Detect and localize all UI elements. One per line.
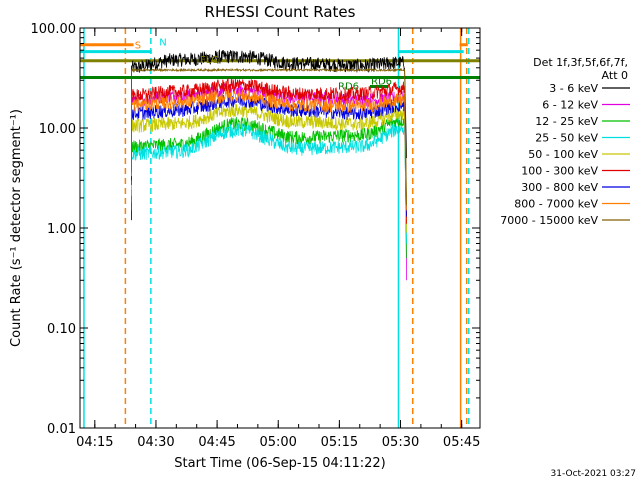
x-tick-label-4: 05:15 bbox=[321, 435, 358, 450]
legend-label-7: 800 - 7000 keV bbox=[514, 198, 598, 211]
legend-label-8: 7000 - 15000 keV bbox=[500, 214, 598, 227]
legend-header-0: Det 1f,3f,5f,6f,7f, bbox=[533, 56, 628, 69]
chart-title: RHESSI Count Rates bbox=[205, 3, 356, 21]
annotation-label-4: FLC bbox=[200, 55, 218, 66]
legend-label-6: 300 - 800 keV bbox=[521, 181, 598, 194]
annotation-label-1: N bbox=[159, 38, 166, 49]
legend-label-0: 3 - 6 keV bbox=[549, 82, 598, 95]
legend-header-1: Att 0 bbox=[602, 69, 628, 82]
plot-frame bbox=[79, 27, 481, 429]
annotation-label-5: RD6 bbox=[338, 81, 359, 92]
x-tick-label-3: 05:00 bbox=[259, 435, 296, 450]
x-tick-label-1: 04:30 bbox=[137, 435, 174, 450]
series-line-100-to-300keV bbox=[131, 78, 407, 224]
series-line-50-to-100keV bbox=[131, 103, 407, 233]
y-tick-label-2: 1.00 bbox=[47, 222, 76, 237]
x-tick-label-2: 04:45 bbox=[198, 435, 235, 450]
series-line-800-to-7000keV bbox=[131, 89, 407, 211]
y-tick-label-3: 10.00 bbox=[39, 122, 76, 137]
footer-date: 31-Oct-2021 03:27 bbox=[551, 469, 636, 479]
series-line-25-to-50keV bbox=[131, 122, 407, 244]
x-tick-label-6: 05:45 bbox=[443, 435, 480, 450]
legend-label-5: 100 - 300 keV bbox=[521, 165, 598, 178]
x-axis-label: Start Time (06-Sep-15 04:11:22) bbox=[174, 456, 385, 471]
x-tick-label-0: 04:15 bbox=[76, 435, 113, 450]
series-line-12-to-25keV bbox=[131, 114, 407, 259]
y-tick-label-0: 0.01 bbox=[47, 422, 76, 437]
legend-label-1: 6 - 12 keV bbox=[542, 99, 598, 112]
legend-label-2: 12 - 25 keV bbox=[535, 115, 598, 128]
legend-label-3: 25 - 50 keV bbox=[535, 132, 598, 145]
series-line-7000-to-15000keV bbox=[131, 67, 407, 206]
x-tick-label-5: 05:30 bbox=[382, 435, 419, 450]
y-tick-label-1: 0.10 bbox=[47, 322, 76, 337]
legend-label-4: 50 - 100 keV bbox=[528, 148, 598, 161]
annotation-label-6: RD6 bbox=[371, 77, 392, 88]
legend: Det 1f,3f,5f,6f,7f,Att 0 3 - 6 keV 6 - 12 … bbox=[500, 56, 630, 227]
y-axis-label: Count Rate (s⁻¹ detector segment⁻¹) bbox=[9, 109, 24, 347]
y-tick-label-4: 100.00 bbox=[31, 22, 77, 37]
annotation-label-0: S bbox=[135, 41, 141, 52]
